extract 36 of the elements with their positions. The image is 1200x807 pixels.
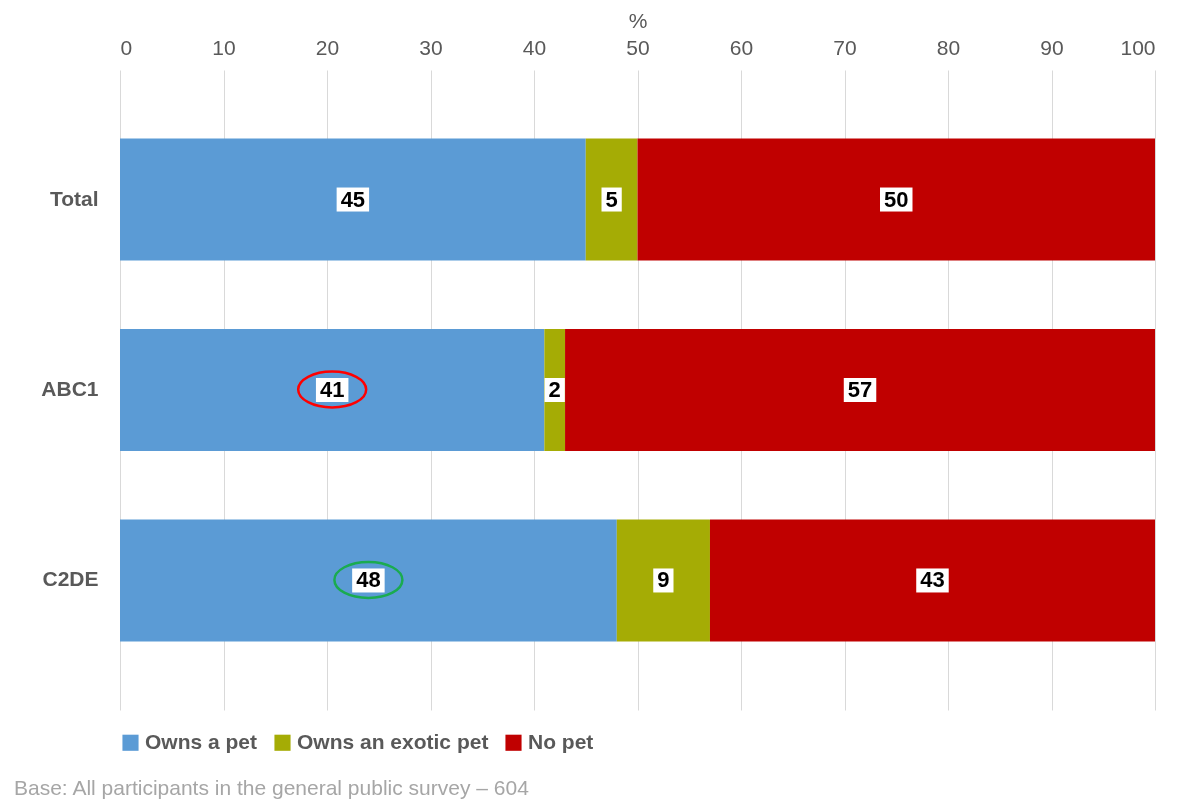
data-label: 41 <box>319 377 345 402</box>
bar <box>709 519 1155 642</box>
text: Base: All participants in the general public survey – 604 <box>14 776 529 800</box>
x-tick-label: 10 <box>212 35 236 59</box>
data-label: 57 <box>847 377 873 402</box>
x-tick-label: 50 <box>626 35 650 59</box>
bar <box>120 519 617 642</box>
x-tick-label: 90 <box>1040 35 1064 59</box>
data-label: 48 <box>356 567 381 593</box>
x-tick-label: 80 <box>936 35 961 59</box>
bar <box>637 138 1155 261</box>
x-tick-label: 30 <box>419 35 443 59</box>
data-label: 2 <box>548 377 561 402</box>
x-tick-label: 100 <box>1120 35 1156 59</box>
bar <box>120 329 545 451</box>
legend-label: Owns a pet <box>145 729 258 753</box>
legend-label: No pet <box>528 729 594 753</box>
legend-label: Owns an exotic pet <box>297 729 489 753</box>
x-tick-label: 60 <box>729 35 754 59</box>
bar <box>616 519 710 642</box>
data-label: 5 <box>605 186 618 212</box>
bar <box>585 138 638 261</box>
data-label: 9 <box>657 567 670 593</box>
x-tick-label: 70 <box>833 35 857 59</box>
bar <box>565 329 1155 451</box>
x-tick-label: 0 <box>120 35 133 59</box>
data-label: 50 <box>884 186 909 212</box>
y-tick-label: C2DE <box>42 567 99 591</box>
bar <box>120 138 586 261</box>
y-tick-label: Total <box>49 186 99 210</box>
x-tick-label: 20 <box>315 35 340 59</box>
data-label: 45 <box>340 186 366 212</box>
x-axis-title: % <box>628 8 648 32</box>
y-tick-label: ABC1 <box>41 377 99 400</box>
x-tick-label: 40 <box>522 35 547 59</box>
data-label: 43 <box>920 567 945 593</box>
